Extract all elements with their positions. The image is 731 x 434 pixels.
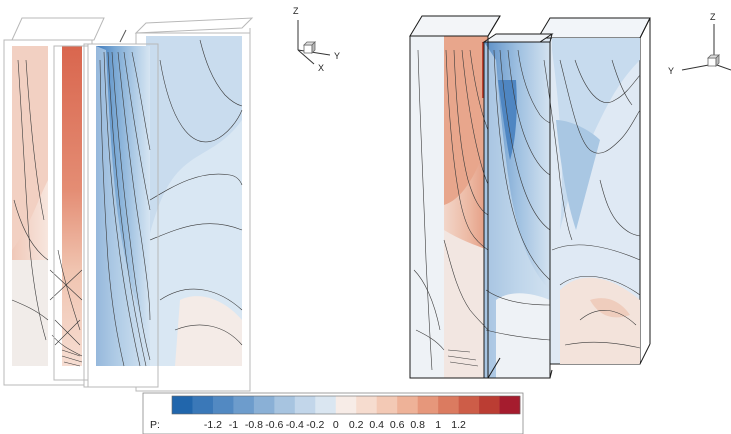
left-view: Z Y X — [3, 6, 340, 392]
legend-color-swatch — [315, 396, 337, 414]
legend-tick-label: -0.4 — [286, 419, 304, 431]
legend-color-swatch — [397, 396, 418, 414]
legend-tick-label: 0.6 — [390, 419, 405, 431]
left-y-axis-label: Y — [334, 51, 340, 61]
legend-tick-label: 0 — [333, 419, 339, 431]
right-z-axis-label: Z — [710, 12, 716, 22]
legend-color-swatch — [356, 396, 378, 414]
legend-color-swatch — [499, 396, 521, 414]
legend-color-swatch — [335, 396, 357, 414]
left-contours — [11, 39, 243, 367]
left-axis-triad: Z Y X — [293, 6, 340, 73]
left-red-strip — [62, 46, 82, 366]
legend-tick-label: -0.2 — [306, 419, 324, 431]
legend-color-swatch — [172, 396, 193, 414]
right-axis-triad: Z Y — [668, 12, 731, 76]
legend-color-swatch — [274, 396, 296, 414]
right-y-axis-label: Y — [668, 66, 674, 76]
legend-colorbar — [171, 395, 521, 415]
legend-tick-label: -1.2 — [204, 419, 222, 431]
left-back-panel — [146, 36, 242, 366]
pressure-legend: -1.2 -1 -0.8 -0.6 -0.4 -0.2 0 0.2 0.4 0.6 0.8 1 1.2 … — [142, 392, 524, 434]
legend-color-swatch — [212, 396, 234, 414]
left-outer-panel — [12, 46, 48, 366]
legend-tick-label: 1 — [435, 419, 441, 431]
legend-color-swatch — [253, 396, 275, 414]
legend-color-swatch — [294, 396, 316, 414]
legend-tick-label: -1 — [229, 419, 238, 431]
right-view: Z Y — [409, 12, 731, 379]
left-view-edges — [53, 29, 159, 388]
legend-color-swatch — [233, 396, 255, 414]
legend-tick-label: 0.8 — [410, 419, 425, 431]
legend-variable-label: P: — [150, 419, 160, 431]
right-back-panel — [537, 17, 651, 365]
legend-color-swatch — [417, 396, 439, 414]
right-middle-box — [482, 33, 554, 379]
left-z-axis-label: Z — [293, 6, 299, 16]
legend-tick-label: -0.8 — [245, 419, 263, 431]
right-contours — [413, 49, 641, 371]
left-blue-column — [96, 46, 150, 366]
legend-tick-labels: -1.2 -1 -0.8 -0.6 -0.4 -0.2 0 0.2 0.4 0.6 0.8 1 1.2 — [204, 419, 466, 431]
legend-tick-label: 1.2 — [451, 419, 466, 431]
legend-color-swatch — [479, 396, 500, 414]
legend-color-swatch — [376, 396, 398, 414]
right-view-edges — [409, 35, 553, 379]
left-x-axis-label: X — [318, 63, 324, 73]
legend-color-swatch — [458, 396, 480, 414]
legend-color-swatch — [192, 396, 214, 414]
legend-tick-label: -0.6 — [265, 419, 283, 431]
legend-tick-label: 0.2 — [349, 419, 364, 431]
legend-tick-label: 0.4 — [369, 419, 384, 431]
legend-colorbar-outline — [171, 395, 521, 415]
legend-color-swatch — [438, 396, 459, 414]
